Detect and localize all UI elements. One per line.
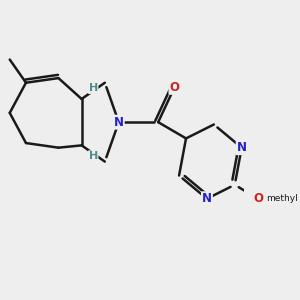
Text: N: N bbox=[202, 192, 212, 205]
Text: N: N bbox=[237, 141, 247, 154]
Text: methyl: methyl bbox=[266, 194, 298, 203]
Text: O: O bbox=[169, 81, 179, 94]
Text: O: O bbox=[253, 192, 263, 205]
Text: N: N bbox=[114, 116, 124, 129]
Text: H: H bbox=[88, 83, 98, 93]
Text: H: H bbox=[88, 151, 98, 161]
